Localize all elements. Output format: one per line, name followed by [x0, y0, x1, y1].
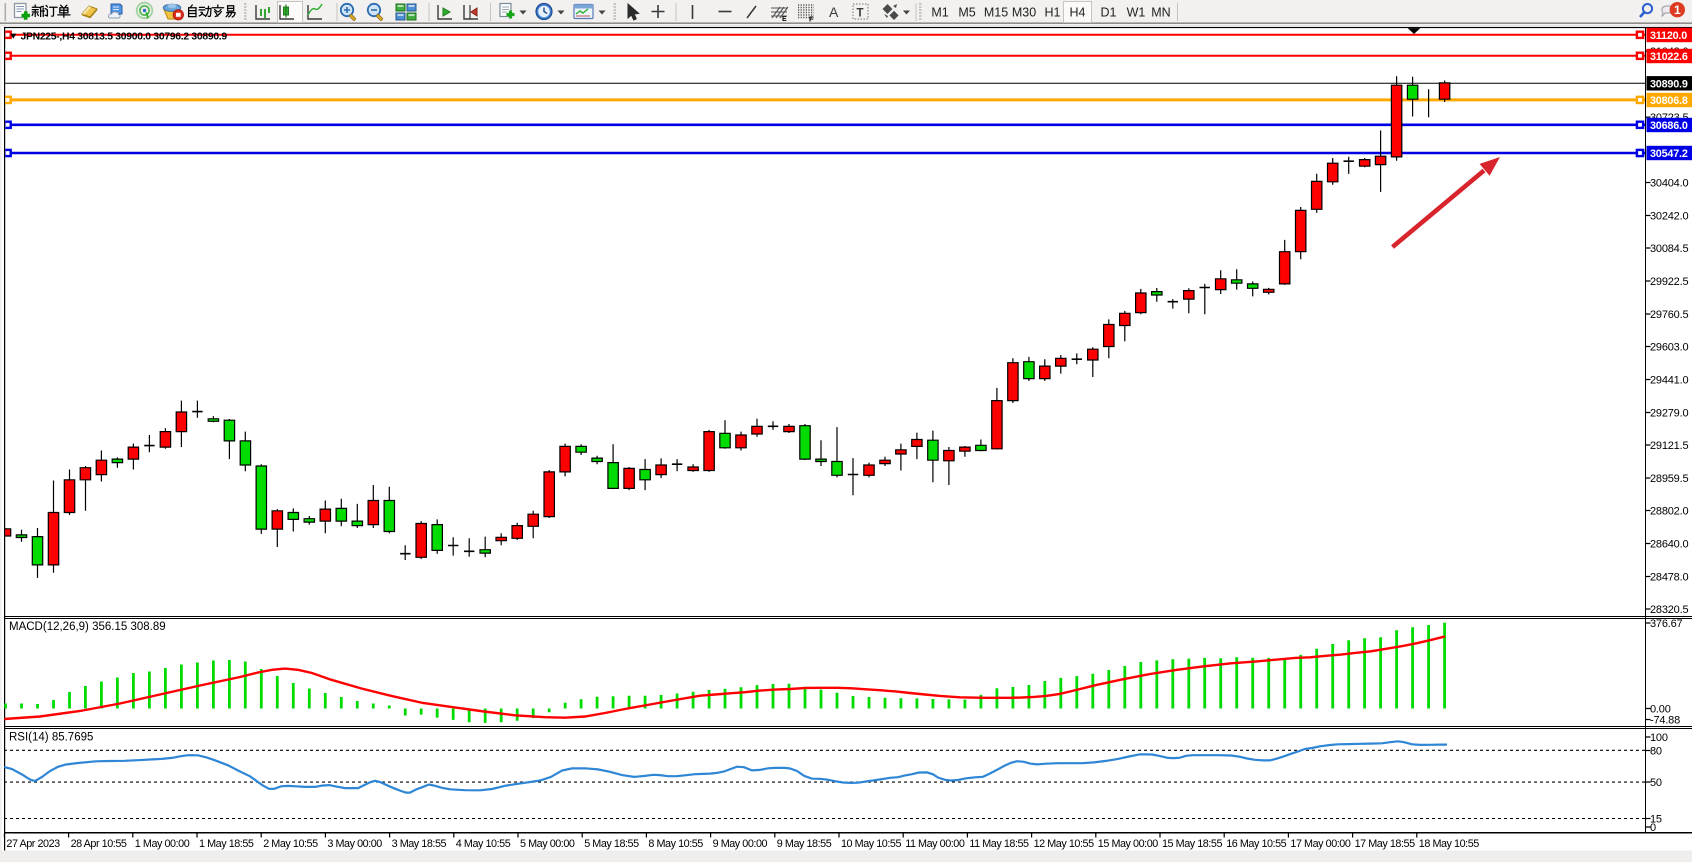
svg-text:MN: MN — [1151, 6, 1170, 20]
svg-text:M15: M15 — [984, 6, 1008, 20]
svg-text:29441.0: 29441.0 — [1650, 375, 1688, 387]
svg-text:-74.88: -74.88 — [1650, 715, 1680, 727]
svg-text:30404.0: 30404.0 — [1650, 178, 1688, 190]
svg-text:28478.0: 28478.0 — [1650, 572, 1688, 584]
svg-text:11 May 00:00: 11 May 00:00 — [905, 838, 965, 850]
svg-text:100: 100 — [1650, 732, 1668, 744]
svg-text:0: 0 — [1650, 822, 1656, 834]
svg-text:31120.0: 31120.0 — [1650, 30, 1687, 42]
svg-text:18 May 10:55: 18 May 10:55 — [1419, 838, 1479, 850]
svg-text:9 May 00:00: 9 May 00:00 — [713, 838, 768, 850]
svg-text:29922.5: 29922.5 — [1650, 276, 1688, 288]
svg-text:W1: W1 — [1127, 6, 1146, 20]
svg-text:F: F — [809, 15, 814, 24]
svg-text:A: A — [829, 4, 839, 20]
svg-text:80: 80 — [1650, 746, 1662, 758]
svg-text:T: T — [857, 8, 864, 20]
svg-text:H1: H1 — [1045, 6, 1061, 20]
svg-text:30547.2: 30547.2 — [1650, 148, 1688, 160]
svg-text:3 May 18:55: 3 May 18:55 — [392, 838, 447, 850]
svg-text:2 May 10:55: 2 May 10:55 — [263, 838, 318, 850]
svg-text:29603.0: 29603.0 — [1650, 342, 1688, 354]
svg-text:28802.0: 28802.0 — [1650, 506, 1688, 518]
svg-text:12 May 10:55: 12 May 10:55 — [1034, 838, 1094, 850]
svg-text:30686.0: 30686.0 — [1650, 120, 1688, 132]
svg-text:28959.5: 28959.5 — [1650, 473, 1688, 485]
svg-text:27 Apr 2023: 27 Apr 2023 — [6, 838, 60, 850]
svg-text:MACD(12,26,9) 356.15 308.89: MACD(12,26,9) 356.15 308.89 — [9, 621, 166, 633]
svg-text:16 May 10:55: 16 May 10:55 — [1226, 838, 1286, 850]
svg-text:RSI(14) 85.7695: RSI(14) 85.7695 — [9, 732, 93, 744]
svg-text:E: E — [782, 16, 787, 23]
svg-text:29121.5: 29121.5 — [1650, 440, 1688, 452]
svg-text:30084.5: 30084.5 — [1650, 243, 1688, 255]
svg-text:8 May 10:55: 8 May 10:55 — [648, 838, 703, 850]
svg-text:17 May 18:55: 17 May 18:55 — [1355, 838, 1415, 850]
svg-text:50: 50 — [1650, 777, 1662, 789]
svg-text:5 May 18:55: 5 May 18:55 — [584, 838, 639, 850]
svg-text:D1: D1 — [1101, 6, 1117, 20]
svg-text:4 May 10:55: 4 May 10:55 — [456, 838, 511, 850]
svg-text:30806.8: 30806.8 — [1650, 95, 1688, 107]
svg-text:1 May 18:55: 1 May 18:55 — [199, 838, 254, 850]
svg-text:M30: M30 — [1012, 6, 1036, 20]
svg-text:28640.0: 28640.0 — [1650, 539, 1688, 551]
svg-text:28 Apr 10:55: 28 Apr 10:55 — [71, 838, 127, 850]
svg-text:10 May 10:55: 10 May 10:55 — [841, 838, 901, 850]
svg-text:JPN225-,H4 30813.5 30900.0 30: JPN225-,H4 30813.5 30900.0 30796.2 30890… — [21, 31, 228, 42]
svg-text:1 May 00:00: 1 May 00:00 — [135, 838, 190, 850]
svg-text:1: 1 — [1674, 3, 1681, 17]
svg-text:H4: H4 — [1070, 6, 1086, 20]
svg-text:29279.0: 29279.0 — [1650, 408, 1688, 420]
svg-text:M1: M1 — [931, 6, 948, 20]
svg-text:28320.5: 28320.5 — [1650, 604, 1688, 616]
svg-text:3 May 00:00: 3 May 00:00 — [327, 838, 382, 850]
svg-text:M5: M5 — [958, 6, 975, 20]
svg-text:30890.9: 30890.9 — [1650, 78, 1688, 90]
svg-text:15 May 00:00: 15 May 00:00 — [1098, 838, 1158, 850]
svg-text:30242.0: 30242.0 — [1650, 211, 1688, 223]
svg-text:9 May 18:55: 9 May 18:55 — [777, 838, 832, 850]
svg-text:31022.6: 31022.6 — [1650, 51, 1688, 63]
svg-text:11 May 18:55: 11 May 18:55 — [969, 838, 1029, 850]
svg-text:29760.5: 29760.5 — [1650, 309, 1688, 321]
svg-text:5 May 00:00: 5 May 00:00 — [520, 838, 575, 850]
svg-text:15 May 18:55: 15 May 18:55 — [1162, 838, 1222, 850]
svg-text:376.67: 376.67 — [1650, 618, 1683, 630]
svg-text:17 May 00:00: 17 May 00:00 — [1290, 838, 1350, 850]
